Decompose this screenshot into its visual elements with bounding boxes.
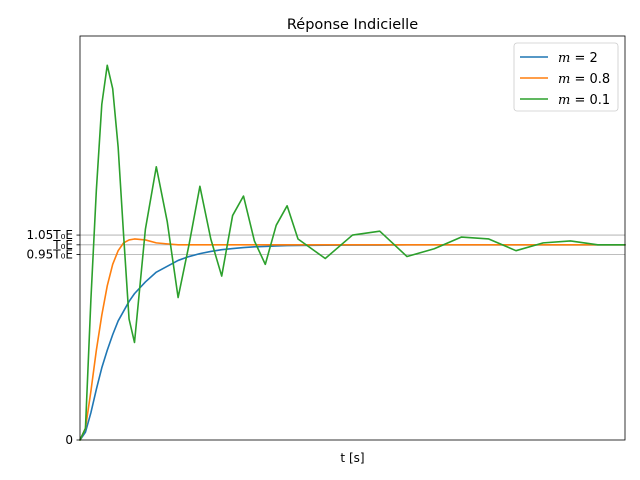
y-tick-label-2: T₀E <box>52 238 73 252</box>
series-line-0-1 <box>79 64 626 441</box>
legend-var-2: m <box>558 93 570 108</box>
legend-label-1: m = 0.8 <box>558 72 610 87</box>
legend-var-1: m <box>558 72 570 87</box>
legend: m = 2m = 0.8m = 0.1 <box>513 42 619 112</box>
legend-eq-1: = <box>570 72 589 87</box>
legend-value-1: 0.8 <box>590 72 611 87</box>
y-tick-label-3: 1.05T₀E <box>27 228 73 242</box>
legend-eq-0: = <box>570 51 589 66</box>
y-tick-label-0: 0 <box>65 433 73 447</box>
y-tick-label-1: 0.95T₀E <box>27 248 73 262</box>
chart-title: Réponse Indicielle <box>287 17 418 33</box>
legend-label-0: m = 2 <box>558 51 598 66</box>
x-axis-label: t [s] <box>340 451 364 465</box>
legend-label-2: m = 0.1 <box>558 93 610 108</box>
series-layer <box>79 64 626 441</box>
legend-value-0: 2 <box>590 51 598 66</box>
legend-var-0: m <box>558 51 570 66</box>
legend-eq-2: = <box>570 93 589 108</box>
plot-border <box>79 35 626 441</box>
legend-box <box>513 42 619 112</box>
legend-value-2: 0.1 <box>590 93 611 108</box>
